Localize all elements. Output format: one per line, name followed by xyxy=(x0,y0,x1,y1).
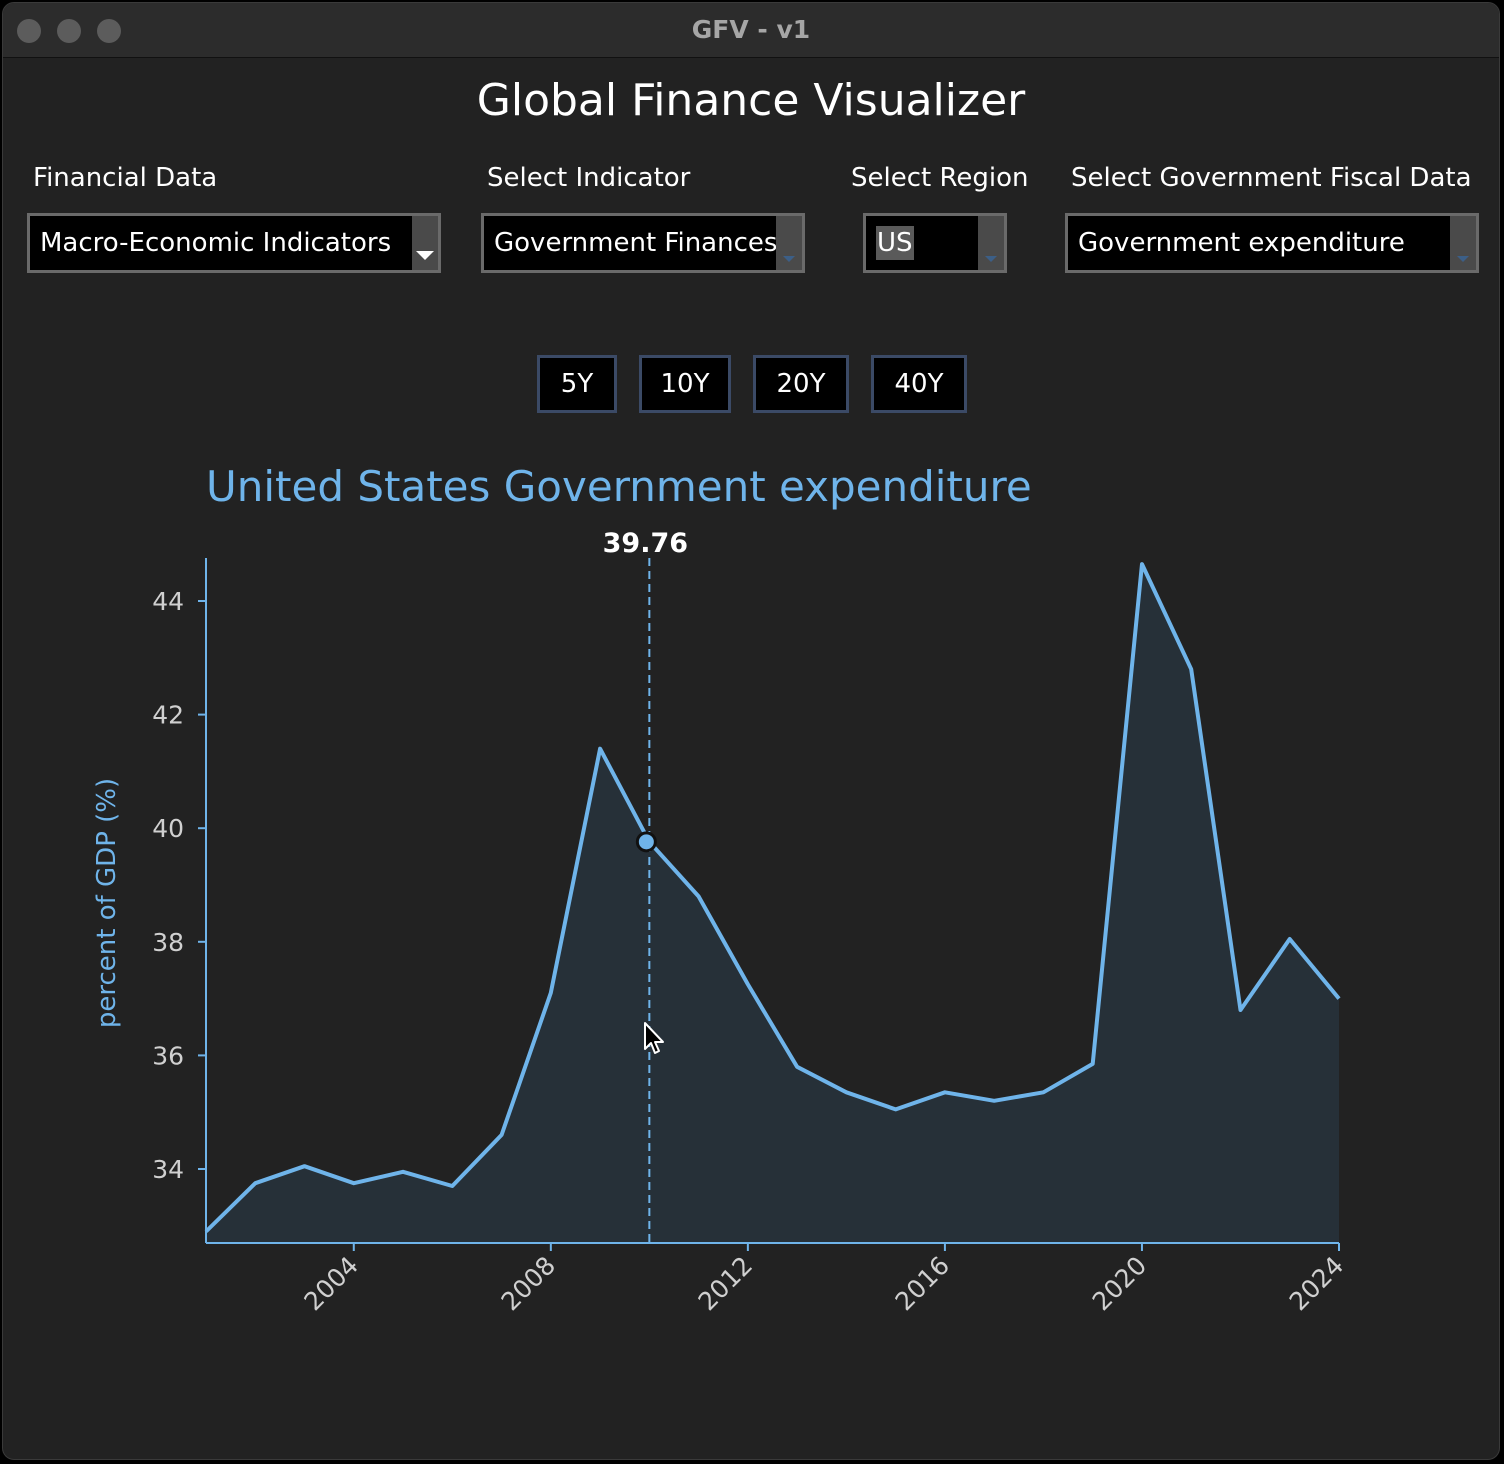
indicator-select[interactable]: Government Finances xyxy=(481,213,805,273)
region-value: US xyxy=(876,226,914,260)
data-point xyxy=(842,1088,850,1096)
financial-data-value: Macro-Economic Indicators xyxy=(40,228,392,258)
data-point xyxy=(1286,935,1294,943)
indicator-dropdown-button[interactable] xyxy=(776,216,802,270)
data-point xyxy=(1138,560,1146,568)
financial-data-label: Financial Data xyxy=(33,163,218,193)
series-line xyxy=(204,562,1341,1233)
indicator-value: Government Finances xyxy=(494,228,778,258)
data-point xyxy=(793,1063,801,1071)
data-point xyxy=(744,980,752,988)
expenditure-chart[interactable]: United States Government expenditure per… xyxy=(3,3,1500,1460)
data-point xyxy=(1039,1088,1047,1096)
indicator-label: Select Indicator xyxy=(487,163,691,193)
chevron-down-icon xyxy=(783,256,795,262)
range-10y-button[interactable]: 10Y xyxy=(639,355,731,413)
area-fill xyxy=(206,564,1339,1243)
close-window-button[interactable] xyxy=(17,19,41,43)
data-point xyxy=(990,1097,998,1105)
data-point xyxy=(301,1162,309,1170)
fiscal-data-dropdown-button[interactable] xyxy=(1450,216,1476,270)
y-axis-label: percent of GDP (%) xyxy=(92,778,122,1028)
data-point xyxy=(251,1179,259,1187)
data-point xyxy=(399,1168,407,1176)
chevron-down-icon xyxy=(1457,256,1469,262)
data-point xyxy=(941,1088,949,1096)
range-40y-button[interactable]: 40Y xyxy=(871,355,967,413)
x-tick-label: 2016 xyxy=(890,1251,955,1316)
x-tick-label: 2012 xyxy=(693,1251,758,1316)
data-point xyxy=(350,1179,358,1187)
hover-value-label: 39.76 xyxy=(603,528,688,559)
y-tick-label: 36 xyxy=(152,1041,184,1070)
range-20y-button[interactable]: 20Y xyxy=(753,355,849,413)
range-5y-button[interactable]: 5Y xyxy=(537,355,617,413)
data-point xyxy=(695,892,703,900)
financial-data-select[interactable]: Macro-Economic Indicators xyxy=(27,213,441,273)
y-tick-label: 42 xyxy=(152,701,184,730)
data-point xyxy=(547,989,555,997)
data-point xyxy=(1089,1060,1097,1068)
x-tick-label: 2020 xyxy=(1087,1251,1152,1316)
minimize-window-button[interactable] xyxy=(57,19,81,43)
window-title: GFV - v1 xyxy=(691,15,811,44)
fiscal-data-value: Government expenditure xyxy=(1078,228,1405,258)
data-point xyxy=(202,1228,210,1236)
x-tick-label: 2008 xyxy=(496,1251,561,1316)
zoom-window-button[interactable] xyxy=(97,19,121,43)
data-point xyxy=(448,1182,456,1190)
data-point xyxy=(596,745,604,753)
app-title: Global Finance Visualizer xyxy=(476,75,1026,126)
data-point xyxy=(1187,665,1195,673)
financial-data-dropdown-button[interactable] xyxy=(412,216,438,270)
y-tick-label: 34 xyxy=(152,1155,184,1184)
chart-title: United States Government expenditure xyxy=(206,462,1032,511)
fiscal-data-select[interactable]: Government expenditure xyxy=(1065,213,1479,273)
data-point xyxy=(498,1131,506,1139)
data-point xyxy=(1237,1006,1245,1014)
y-tick-label: 38 xyxy=(152,928,184,957)
data-point xyxy=(1335,995,1343,1003)
data-point xyxy=(892,1105,900,1113)
x-tick-label: 2004 xyxy=(299,1251,364,1316)
mouse-cursor-icon xyxy=(644,1022,664,1054)
region-label: Select Region xyxy=(851,163,1029,193)
hover-point-marker xyxy=(635,831,657,853)
chevron-down-icon xyxy=(985,256,997,262)
region-dropdown-button[interactable] xyxy=(978,216,1004,270)
y-tick-label: 40 xyxy=(152,814,184,843)
x-tick-label: 2024 xyxy=(1284,1251,1349,1316)
title-bar: GFV - v1 xyxy=(3,3,1499,58)
fiscal-data-label: Select Government Fiscal Data xyxy=(1071,163,1472,193)
chevron-down-icon xyxy=(416,251,434,260)
region-select[interactable]: US xyxy=(863,213,1007,273)
y-tick-label: 44 xyxy=(152,587,184,616)
